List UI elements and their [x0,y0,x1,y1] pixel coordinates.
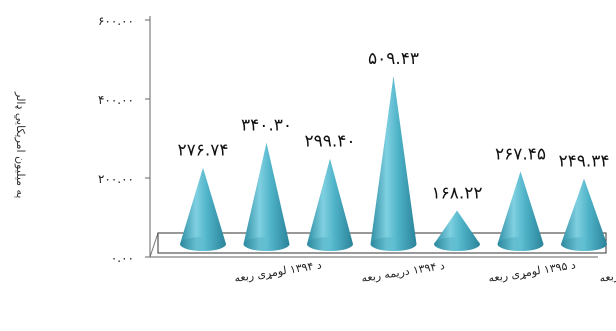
data-label: ۵۰۹.۴۳ [368,49,419,69]
x-category-label: د ۱۳۹۵ لومړی ربعه [487,258,576,285]
data-label: ۲۷۶.۷۴ [177,141,228,161]
cone-base [370,237,417,251]
cone-bar [243,142,290,251]
data-labels: ۲۷۶.۷۴ ۳۴۰.۳۰ ۲۹۹.۴۰ ۵۰۹.۴۳ ۱۶۸.۲۲ ۲۶۷.۴۵ ۲۴۹.… [177,49,609,204]
x-axis-labels: د ۱۳۹۴ لومړی ربعه د ۱۳۹۴ دریمه ربعه د ۱۳۹۵… [233,258,616,285]
cone-bar [180,167,226,251]
cone-base [561,237,607,251]
y-tick-label: ۴۰۰.۰۰ [98,93,134,107]
data-label: ۲۹۹.۴۰ [304,132,355,152]
x-category-label: د ۱۳۹۴ دریمه ربعه [360,259,445,285]
data-label: ۳۴۰.۳۰ [241,116,292,136]
cone-base [497,237,544,251]
x-category-label: د ۱۳۹۴ لومړی ربعه [233,258,322,285]
cone-bar [370,75,417,251]
cone-base [307,237,353,251]
y-axis: ۰.۰۰ ۲۰۰.۰۰ ۴۰۰.۰۰ ۶۰۰.۰۰ [98,14,151,265]
cone-base [434,237,480,251]
y-tick-label: ۰.۰۰ [111,251,134,265]
y-tick-label: ۶۰۰.۰۰ [98,14,134,28]
y-axis-label: په میلیون امریکایي ډالر [14,91,27,199]
y-tick-label: ۲۰۰.۰۰ [98,172,134,186]
cone-bar [561,178,607,251]
cone-base [180,237,226,251]
cone-bar [307,158,353,251]
data-label: ۲۶۷.۴۵ [495,144,546,164]
cone-bar [497,171,544,251]
cone-series [180,75,607,251]
x-category-label: د ۱۳۹۵ دریمه ربعه [598,259,616,285]
data-label: ۱۶۸.۲۲ [431,184,482,204]
cone-base [243,237,290,251]
floor-edge [149,232,159,258]
data-label: ۲۴۹.۳۴ [558,152,609,172]
